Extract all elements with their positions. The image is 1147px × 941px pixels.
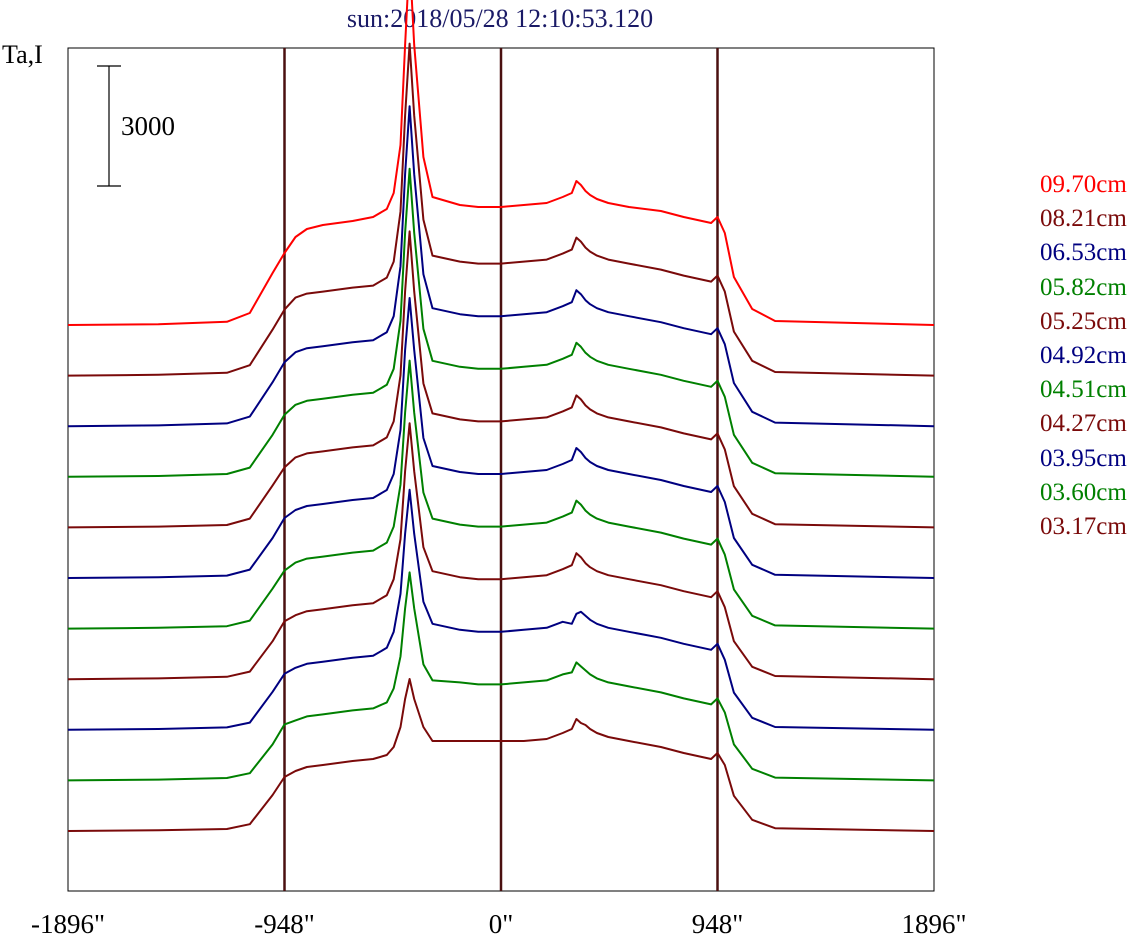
scale-bar-label: 3000 [121,111,175,141]
x-tick-label: -1896" [31,909,105,939]
series-line-03.17cm [67,678,935,832]
legend-item: 03.17cm [1040,512,1127,540]
series-line-03.95cm [67,488,935,731]
legend-item: 09.70cm [1040,171,1127,198]
series-line-05.25cm [67,230,935,529]
series-line-04.92cm [67,297,935,579]
series-line-05.82cm [67,167,935,478]
legend-item: 04.27cm [1040,410,1127,438]
series-line-08.21cm [67,42,935,377]
chart-title: sun:2018/05/28 12:10:53.120 [346,4,654,33]
legend-item: 05.82cm [1040,273,1127,301]
y-axis-label: Ta,I [2,40,43,69]
x-tick-label: 1896" [901,909,966,939]
series-line-04.27cm [67,422,935,681]
series-line-04.51cm [67,359,935,630]
x-tick-label: -948" [254,909,315,939]
x-tick-label: 0" [489,909,514,939]
legend-item: 03.95cm [1040,444,1127,472]
x-tick-label: 948" [692,909,744,939]
series-line-06.53cm [67,105,935,428]
legend-item: 04.51cm [1040,376,1127,404]
legend-item: 08.21cm [1040,205,1127,233]
legend: 09.70cm 08.21cm 06.53cm 05.82cm 05.25cm 04.92… [1040,168,1127,544]
series-line-03.60cm [67,571,935,782]
legend-item: 05.25cm [1040,307,1127,335]
legend-item: 06.53cm [1040,239,1127,267]
legend-item: 04.92cm [1040,341,1127,369]
legend-item: 03.60cm [1040,478,1127,506]
series-line-09.70cm [67,0,935,326]
